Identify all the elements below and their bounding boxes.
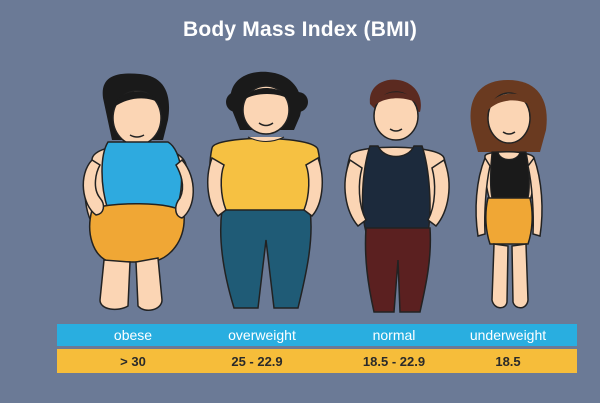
category-value-underweight: 18.5 xyxy=(495,353,521,369)
category-label-normal: normal xyxy=(372,327,416,343)
category-value-obese: > 30 xyxy=(120,353,146,369)
overweight-figure xyxy=(206,71,324,309)
underweight-figure xyxy=(470,80,547,309)
category-value-bar: > 30 25 - 22.9 18.5 - 22.9 18.5 xyxy=(57,349,577,373)
category-label-underweight: underweight xyxy=(469,327,547,343)
normal-figure xyxy=(344,79,450,313)
page-title: Body Mass Index (BMI) xyxy=(182,18,418,41)
category-value-overweight: 25 - 22.9 xyxy=(231,353,283,369)
category-value-normal: 18.5 - 22.9 xyxy=(362,353,426,369)
category-label-obese: obese xyxy=(113,327,153,343)
category-label-overweight: overweight xyxy=(228,327,296,343)
obese-figure xyxy=(82,73,194,311)
figures-illustration xyxy=(82,71,547,313)
category-label-bar: obese overweight normal underweight xyxy=(57,324,577,346)
